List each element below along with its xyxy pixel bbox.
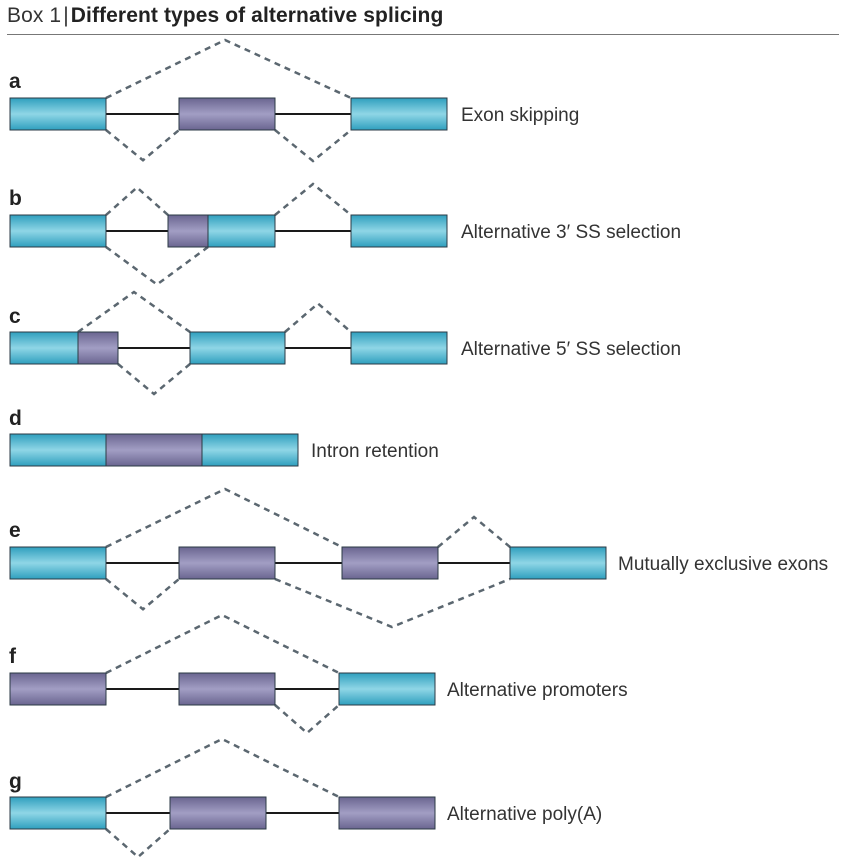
panel-letter-e: e bbox=[9, 519, 21, 542]
splice-connection bbox=[105, 129, 180, 162]
constitutive-exon bbox=[9, 546, 107, 580]
alternative-exon bbox=[167, 214, 209, 248]
panel-caption-d: Intron retention bbox=[311, 441, 439, 462]
splice-connection bbox=[274, 129, 352, 163]
panel-e: e Mutually exclusive exons bbox=[9, 487, 828, 629]
splice-connection bbox=[274, 577, 511, 629]
splice-connection bbox=[105, 487, 343, 549]
constitutive-exon bbox=[350, 97, 448, 131]
panel-letter-g: g bbox=[9, 770, 22, 793]
constitutive-exon bbox=[9, 97, 107, 131]
box-label: Box 1 bbox=[7, 4, 62, 27]
alternative-exon bbox=[169, 796, 267, 830]
panel-g: g Alternative poly(A) bbox=[9, 737, 602, 859]
alternative-exon bbox=[9, 672, 107, 706]
constitutive-exon bbox=[9, 331, 79, 365]
alternative-exon bbox=[178, 97, 276, 131]
panels-layer: a Exon skipping b Alternative 3′ SS selecti… bbox=[9, 38, 828, 859]
panel-d: d Intron retention bbox=[9, 407, 439, 467]
constitutive-exon bbox=[509, 546, 607, 580]
splice-connection bbox=[105, 245, 209, 287]
constitutive-exon bbox=[338, 672, 436, 706]
splice-connection bbox=[284, 301, 352, 333]
constitutive-exon bbox=[201, 433, 299, 467]
alternative-exon bbox=[178, 672, 276, 706]
alternative-exon bbox=[338, 796, 436, 830]
splice-connection bbox=[105, 578, 180, 611]
panel-letter-f: f bbox=[9, 645, 17, 668]
figure-title: Different types of alternative splicing bbox=[70, 4, 444, 27]
splice-connection bbox=[117, 363, 191, 396]
constitutive-exon bbox=[189, 331, 286, 365]
splice-connection bbox=[105, 737, 340, 799]
panel-f: f Alternative promoters bbox=[9, 613, 628, 735]
splice-connection bbox=[437, 515, 511, 548]
panel-caption-g: Alternative poly(A) bbox=[447, 804, 602, 825]
header-separator: | bbox=[63, 4, 69, 27]
alternative-exon bbox=[341, 546, 439, 580]
splice-connection bbox=[105, 828, 171, 859]
splice-connection bbox=[274, 704, 340, 735]
panel-caption-b: Alternative 3′ SS selection bbox=[461, 222, 681, 243]
constitutive-exon bbox=[350, 331, 448, 365]
panel-caption-f: Alternative promoters bbox=[447, 680, 628, 701]
splice-connection bbox=[77, 290, 191, 334]
alternative-exon bbox=[178, 546, 276, 580]
figure-header: Box 1|Different types of alternative spl… bbox=[7, 4, 443, 28]
constitutive-exon bbox=[9, 433, 107, 467]
panel-caption-c: Alternative 5′ SS selection bbox=[461, 339, 681, 360]
splice-connection bbox=[105, 185, 169, 216]
panel-caption-a: Exon skipping bbox=[461, 105, 579, 126]
constitutive-exon bbox=[9, 214, 107, 248]
panel-a: a Exon skipping bbox=[9, 38, 579, 163]
constitutive-exon bbox=[207, 214, 276, 248]
splice-connection bbox=[105, 613, 340, 675]
alternative-exon bbox=[77, 331, 119, 365]
panel-c: c Alternative 5′ SS selection bbox=[9, 290, 681, 396]
splice-connection bbox=[105, 38, 352, 100]
panel-letter-a: a bbox=[9, 70, 21, 93]
panel-letter-b: b bbox=[9, 187, 22, 210]
alternative-exon bbox=[105, 433, 203, 467]
panel-b: b Alternative 3′ SS selection bbox=[9, 182, 681, 287]
panel-letter-d: d bbox=[9, 407, 22, 430]
splice-connection bbox=[274, 182, 352, 216]
constitutive-exon bbox=[9, 796, 107, 830]
panel-caption-e: Mutually exclusive exons bbox=[618, 554, 828, 575]
constitutive-exon bbox=[350, 214, 448, 248]
header-rule bbox=[7, 34, 839, 35]
panel-letter-c: c bbox=[9, 305, 21, 328]
